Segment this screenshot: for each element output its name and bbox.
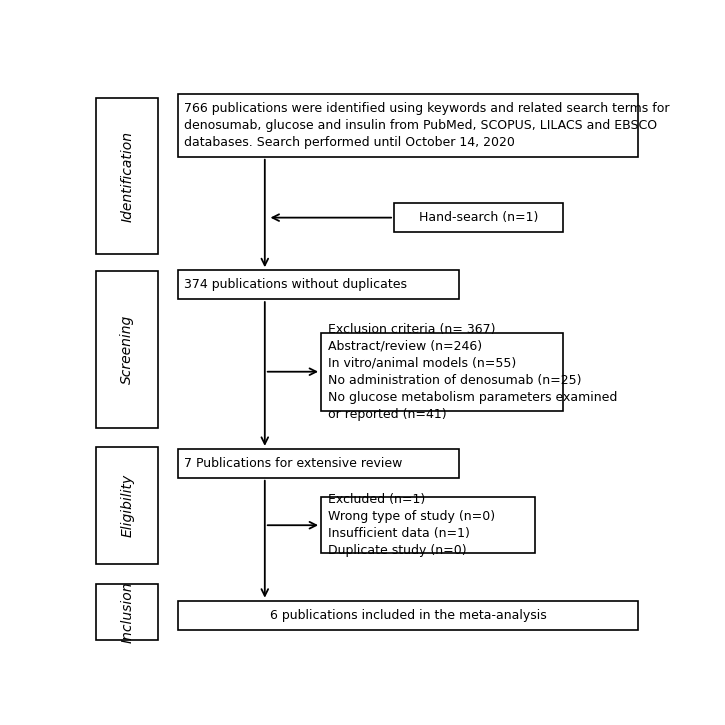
- Bar: [321, 497, 534, 553]
- Bar: [178, 270, 459, 299]
- Text: 7 Publications for extensive review: 7 Publications for extensive review: [184, 457, 403, 470]
- Text: Eligibility: Eligibility: [120, 474, 134, 537]
- Bar: [96, 584, 158, 639]
- Bar: [96, 271, 158, 428]
- Text: Hand-search (n=1): Hand-search (n=1): [418, 211, 538, 224]
- Bar: [178, 600, 639, 629]
- Bar: [178, 449, 459, 478]
- Text: 766 publications were identified using keywords and related search terms for
den: 766 publications were identified using k…: [184, 102, 670, 149]
- Text: Excluded (n=1)
Wrong type of study (n=0)
Insufficient data (n=1)
Duplicate study: Excluded (n=1) Wrong type of study (n=0)…: [328, 493, 495, 558]
- Bar: [96, 98, 158, 254]
- Text: Screening: Screening: [120, 315, 134, 384]
- Text: Inclusion: Inclusion: [120, 581, 134, 642]
- Bar: [96, 447, 158, 564]
- Bar: [321, 333, 563, 411]
- Bar: [394, 203, 563, 232]
- Text: Identification: Identification: [120, 130, 134, 222]
- Text: Exclusion criteria (n= 367)
Abstract/review (n=246)
In vitro/animal models (n=55: Exclusion criteria (n= 367) Abstract/rev…: [328, 323, 617, 420]
- Text: 374 publications without duplicates: 374 publications without duplicates: [184, 278, 407, 291]
- Bar: [178, 94, 639, 157]
- Text: 6 publications included in the meta-analysis: 6 publications included in the meta-anal…: [270, 608, 547, 621]
